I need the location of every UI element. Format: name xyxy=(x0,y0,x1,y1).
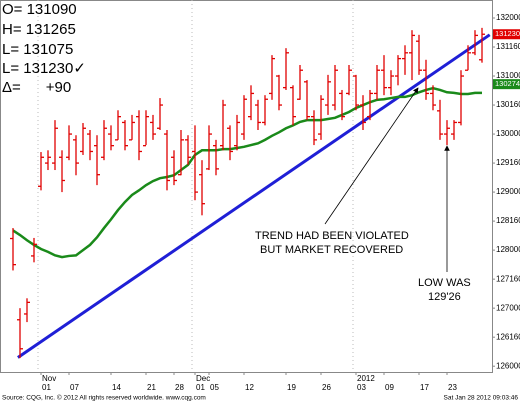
month-label: 2012 xyxy=(357,374,375,383)
x-tick-label: 28 xyxy=(175,383,184,392)
x-tick-label: 05 xyxy=(210,383,219,392)
y-tick-label: 131160 xyxy=(496,42,520,51)
y-tick-label: 127000 xyxy=(496,303,520,312)
x-tick-label: 01 xyxy=(42,383,51,392)
annotation: 129'26 xyxy=(428,291,461,303)
readout: L= 131230✓ xyxy=(2,60,86,77)
timestamp: Sat Jan 28 2012 09:03:46 xyxy=(444,395,519,402)
y-tick-label: 126000 xyxy=(496,361,520,370)
annotation: TREND HAD BEEN VIOLATED xyxy=(255,230,409,242)
y-tick-label: 128160 xyxy=(496,216,520,225)
arrow xyxy=(324,87,419,225)
annotation: BUT MARKET RECOVERED xyxy=(260,244,403,256)
x-tick-label: 21 xyxy=(147,383,156,392)
x-tick-label: 23 xyxy=(448,383,457,392)
y-tick-label: 126160 xyxy=(496,332,520,341)
x-tick-label: 09 xyxy=(385,383,394,392)
y-tick-label: 131000 xyxy=(496,71,520,80)
x-tick-label: 07 xyxy=(70,383,79,392)
y-tick-label: 129000 xyxy=(496,187,520,196)
y-tick-label: 127160 xyxy=(496,274,520,283)
x-tick-label: 03 xyxy=(357,383,366,392)
x-tick-label: 12 xyxy=(245,383,254,392)
average-line xyxy=(12,86,482,259)
plot-frame xyxy=(0,0,493,373)
x-tick-label: 17 xyxy=(420,383,429,392)
readout: O= 131090 xyxy=(2,1,77,18)
readout: L= 131075 xyxy=(2,41,73,58)
price-tag-label: 130274 xyxy=(495,79,520,88)
annotation: LOW WAS xyxy=(418,277,471,289)
x-tick-label: 26 xyxy=(322,383,331,392)
y-tick-label: 128000 xyxy=(496,245,520,254)
price-tag-label: 131230 xyxy=(495,29,520,38)
y-tick-label: 130160 xyxy=(496,100,520,109)
readout: Δ= +90 xyxy=(2,79,71,96)
price-tag xyxy=(493,79,520,90)
x-tick-label: 01 xyxy=(196,383,205,392)
source: Source: CQG, Inc. © 2012 All rights rese… xyxy=(2,394,206,402)
readout: H= 131265 xyxy=(2,21,76,38)
x-tick-label: 14 xyxy=(112,383,121,392)
month-label: Nov xyxy=(42,374,56,383)
trendline xyxy=(17,33,491,359)
y-tick-label: 129160 xyxy=(496,158,520,167)
price-tag xyxy=(493,29,520,40)
x-tick-label: 19 xyxy=(287,383,296,392)
y-tick-label: 130000 xyxy=(496,129,520,138)
month-label: Dec xyxy=(196,374,210,383)
